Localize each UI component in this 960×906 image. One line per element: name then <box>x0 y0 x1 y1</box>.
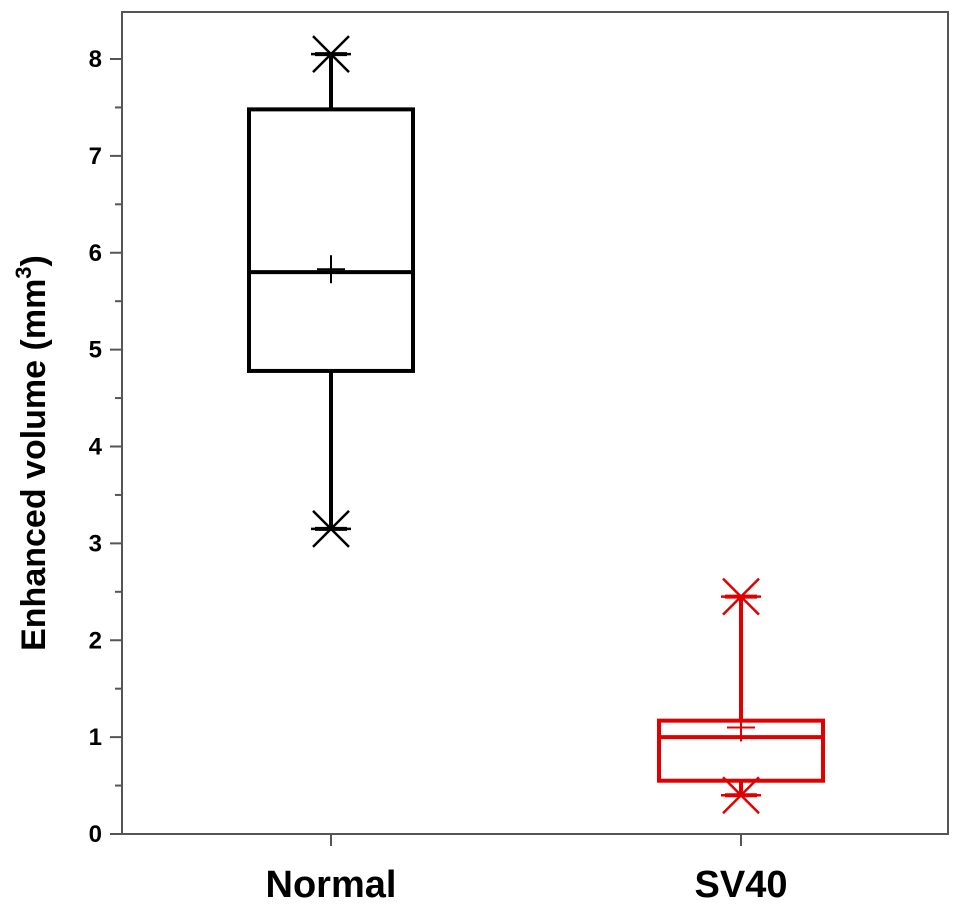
x-axis: Normal SV40 <box>266 834 788 906</box>
y-tick-label: 7 <box>89 143 102 170</box>
y-tick-label: 4 <box>89 434 103 461</box>
y-axis-title: Enhanced volume (mm3) <box>11 255 53 651</box>
box-sv40 <box>657 577 825 815</box>
y-tick-label: 3 <box>89 530 102 557</box>
y-tick-label: 0 <box>89 821 102 848</box>
min-marker <box>721 776 761 815</box>
y-axis-title-superscript: 3 <box>11 266 36 278</box>
plot-frame <box>121 11 949 835</box>
x-tick-label: SV40 <box>695 864 788 906</box>
y-tick-label: 8 <box>89 46 102 73</box>
max-marker <box>721 577 761 616</box>
x-tick-label: Normal <box>266 864 397 906</box>
y-tick-label: 2 <box>89 627 102 654</box>
y-axis-title-main: Enhanced volume (mm <box>15 279 53 651</box>
y-tick-label: 6 <box>89 240 102 267</box>
box-series <box>247 35 825 815</box>
y-axis: 0 1 2 3 4 5 6 7 8 <box>89 46 122 848</box>
y-axis-title-close: ) <box>15 255 53 266</box>
y-tick-label: 1 <box>89 724 102 751</box>
max-marker <box>311 35 351 74</box>
y-tick-label: 5 <box>89 337 102 364</box>
box-normal <box>247 35 415 548</box>
iqr-box <box>247 107 415 373</box>
min-marker <box>311 509 351 548</box>
